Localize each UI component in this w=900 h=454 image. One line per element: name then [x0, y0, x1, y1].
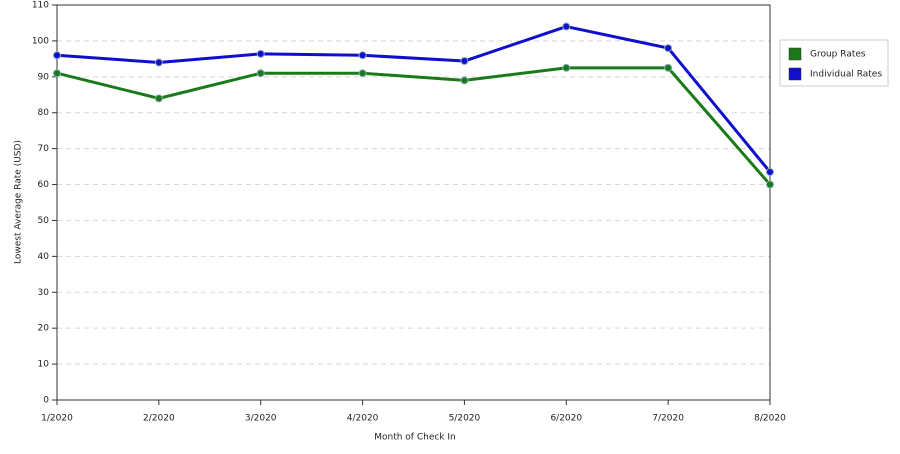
y-tick-label: 0 — [43, 396, 49, 406]
point — [358, 69, 367, 78]
x-tick-label: 6/2020 — [550, 414, 582, 424]
point — [53, 51, 61, 60]
y-tick-label: 90 — [38, 72, 50, 82]
point — [53, 69, 61, 78]
y-tick-label: 30 — [38, 288, 50, 298]
y-tick-label: 80 — [38, 108, 50, 118]
y-tick-label: 40 — [38, 252, 50, 262]
y-tick-label: 110 — [32, 1, 49, 11]
point — [460, 76, 469, 85]
point — [562, 63, 571, 72]
series-line — [56, 66, 772, 186]
series-line — [56, 25, 772, 173]
y-axis-label: Lowest Average Rate (USD) — [14, 140, 24, 264]
point — [766, 167, 774, 176]
point — [256, 49, 265, 58]
legend-label: Group Rates — [810, 50, 866, 60]
y-tick-label: 60 — [38, 180, 50, 190]
x-tick-label: 1/2020 — [41, 414, 73, 424]
legend-label: Individual Rates — [810, 70, 882, 80]
y-tick-label: 100 — [32, 36, 49, 46]
y-tick-label: 10 — [38, 360, 50, 370]
point — [154, 58, 163, 67]
y-tick-label: 50 — [38, 216, 50, 226]
point — [460, 57, 469, 66]
x-tick-label: 7/2020 — [652, 414, 684, 424]
point — [154, 94, 163, 103]
legend-swatch — [788, 47, 802, 61]
y-tick-label: 20 — [38, 324, 50, 334]
plot-frame — [56, 4, 771, 401]
point — [256, 69, 265, 78]
point — [664, 63, 673, 72]
x-tick-label: 2/2020 — [143, 414, 175, 424]
point — [664, 44, 673, 53]
y-tick-label: 70 — [38, 144, 50, 154]
x-tick-label: 3/2020 — [245, 414, 277, 424]
legend-swatch — [788, 67, 802, 81]
x-tick-label: 8/2020 — [754, 414, 786, 424]
x-tick-label: 5/2020 — [449, 414, 481, 424]
point — [766, 180, 774, 189]
x-axis-label: Month of Check In — [374, 433, 456, 443]
x-tick-label: 4/2020 — [347, 414, 379, 424]
point — [562, 22, 571, 31]
point — [358, 51, 367, 60]
